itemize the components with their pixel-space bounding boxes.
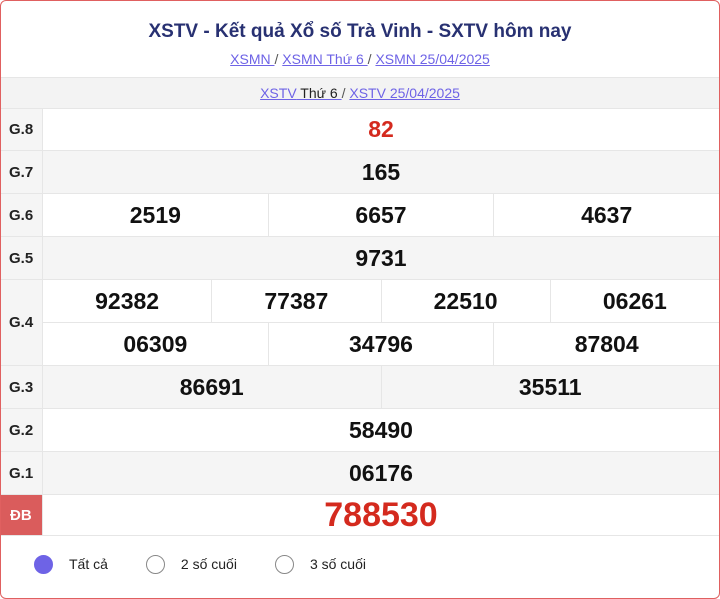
digit-filter: Tất cả 2 số cuối 3 số cuối <box>1 536 719 592</box>
prize-line: 82 <box>43 109 719 150</box>
prize-number: 6657 <box>267 194 494 236</box>
prize-label: G.5 <box>1 237 43 279</box>
prize-values: 06176 <box>43 452 719 494</box>
prize-row-g8: G.8 82 <box>1 109 719 151</box>
prize-row-g2: G.2 58490 <box>1 409 719 452</box>
prize-line: 2519 6657 4637 <box>43 194 719 236</box>
prize-line: 92382 77387 22510 06261 <box>43 280 719 322</box>
prize-number: 22510 <box>380 280 550 322</box>
prize-row-g1: G.1 06176 <box>1 452 719 495</box>
results-table: G.8 82 G.7 165 G.6 2519 6657 4637 G.5 9731 G.4 9238… <box>1 109 719 536</box>
filter-label: 3 số cuối <box>309 556 366 572</box>
filter-all[interactable]: Tất cả <box>34 554 108 574</box>
page-title: XSTV - Kết quả Xổ số Trà Vinh - SXTV hôm… <box>148 21 572 42</box>
subheader: XSTV Thứ 6 / XSTV 25/04/2025 <box>1 78 719 109</box>
prize-number: 788530 <box>324 495 438 534</box>
weekday-text: Thứ 6 <box>296 85 342 101</box>
prize-number: 35511 <box>380 366 720 408</box>
prize-number: 06176 <box>349 459 413 486</box>
filter-label: Tất cả <box>69 556 108 572</box>
prize-row-g7: G.7 165 <box>1 151 719 194</box>
breadcrumb-xsmn-weekday[interactable]: XSMN Thứ 6 <box>282 51 368 67</box>
prize-row-đb: ĐB 788530 <box>1 495 719 536</box>
breadcrumb: XSMN / XSMN Thứ 6 / XSMN 25/04/2025 <box>1 51 719 67</box>
header: XSTV - Kết quả Xổ số Trà Vinh - SXTV hôm… <box>1 1 719 78</box>
breadcrumb-sep: / <box>274 51 279 67</box>
prize-number: 2519 <box>129 201 181 228</box>
xstv-link-text: XSTV <box>260 85 297 101</box>
prize-label: G.1 <box>1 452 43 494</box>
xstv-date-link[interactable]: XSTV 25/04/2025 <box>349 85 460 101</box>
breadcrumb-xsmn[interactable]: XSMN <box>230 51 275 67</box>
prize-values: 788530 <box>43 495 719 535</box>
prize-line: 86691 35511 <box>43 366 719 408</box>
prize-values: 86691 35511 <box>43 366 719 408</box>
prize-number: 4637 <box>493 194 719 236</box>
prize-row-g5: G.5 9731 <box>1 237 719 280</box>
prize-number: 06261 <box>549 280 719 322</box>
prize-line: 9731 <box>43 237 719 279</box>
breadcrumb-sep: / <box>367 51 372 67</box>
prize-line: 06309 34796 87804 <box>43 322 719 365</box>
prize-number: 77387 <box>211 280 380 322</box>
prize-label: G.2 <box>1 409 43 451</box>
prize-line: 58490 <box>43 409 719 451</box>
prize-label: G.3 <box>1 366 43 408</box>
prize-values: 92382 77387 22510 06261 06309 34796 87804 <box>43 280 719 365</box>
prize-line: 788530 <box>43 495 719 535</box>
prize-row-g3: G.3 86691 35511 <box>1 366 719 409</box>
prize-line: 06176 <box>43 452 719 494</box>
radio-selected-icon[interactable] <box>34 554 53 574</box>
radio-icon[interactable] <box>274 554 294 574</box>
prize-number: 58490 <box>349 416 413 443</box>
prize-row-g4: G.4 92382 77387 22510 06261 06309 34796 87804 <box>1 280 719 366</box>
prize-label: ĐB <box>1 495 43 535</box>
prize-label: G.7 <box>1 151 43 193</box>
breadcrumb-sep: / <box>341 85 346 101</box>
filter-last-3[interactable]: 3 số cuối <box>274 554 366 574</box>
prize-line: 165 <box>43 151 719 193</box>
xstv-weekday-link[interactable]: XSTV Thứ 6 <box>260 85 342 101</box>
filter-last-2[interactable]: 2 số cuối <box>145 554 237 574</box>
prize-values: 58490 <box>43 409 719 451</box>
prize-values: 9731 <box>43 237 719 279</box>
prize-label: G.6 <box>1 194 43 236</box>
prize-values: 165 <box>43 151 719 193</box>
prize-label: G.8 <box>1 109 43 150</box>
prize-number: 34796 <box>267 323 494 365</box>
prize-number: 165 <box>361 158 401 185</box>
prize-number: 92382 <box>95 287 160 314</box>
prize-number: 86691 <box>179 373 244 400</box>
prize-values: 82 <box>43 109 719 150</box>
prize-label: G.4 <box>1 280 43 365</box>
prize-number: 06309 <box>123 330 188 357</box>
radio-icon[interactable] <box>145 554 165 574</box>
prize-number: 87804 <box>493 323 719 365</box>
breadcrumb-xsmn-date[interactable]: XSMN 25/04/2025 <box>375 51 490 67</box>
prize-number: 9731 <box>355 244 407 271</box>
prize-values: 2519 6657 4637 <box>43 194 719 236</box>
filter-label: 2 số cuối <box>180 556 237 572</box>
prize-number: 82 <box>368 116 394 142</box>
prize-row-g6: G.6 2519 6657 4637 <box>1 194 719 237</box>
